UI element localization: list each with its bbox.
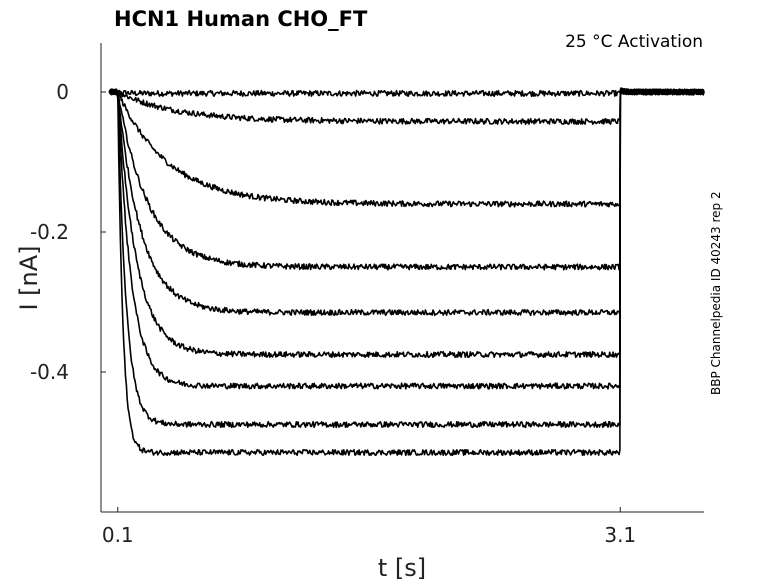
plot-area: 0 -0.2 -0.4 0.1 3.1 (30, 43, 705, 547)
current-trace-2 (109, 87, 705, 125)
current-trace-7 (108, 88, 705, 390)
current-trace-9 (108, 88, 705, 457)
y-tick-label: 0 (56, 80, 69, 104)
y-tick-label: -0.4 (30, 360, 69, 384)
y-axis-label: I [nA] (15, 245, 43, 310)
source-id-label: BBP Channelpedia ID 40243 rep 2 (709, 191, 723, 395)
y-tick-label: -0.2 (30, 220, 69, 244)
condition-annotation: 25 °C Activation (565, 32, 703, 52)
current-trace-5 (108, 87, 705, 317)
current-trace-1 (108, 87, 705, 97)
chart-title: HCN1 Human CHO_FT (114, 7, 368, 31)
x-tick-label: 0.1 (102, 523, 134, 547)
current-trace-6 (108, 87, 705, 359)
current-trace-8 (108, 87, 705, 429)
current-traces (108, 87, 705, 457)
x-axis-label: t [s] (378, 554, 426, 582)
current-trace-4 (108, 88, 705, 271)
current-trace-3 (109, 87, 705, 208)
axis-ticks: 0 -0.2 -0.4 0.1 3.1 (30, 80, 636, 547)
x-tick-label: 3.1 (604, 523, 636, 547)
